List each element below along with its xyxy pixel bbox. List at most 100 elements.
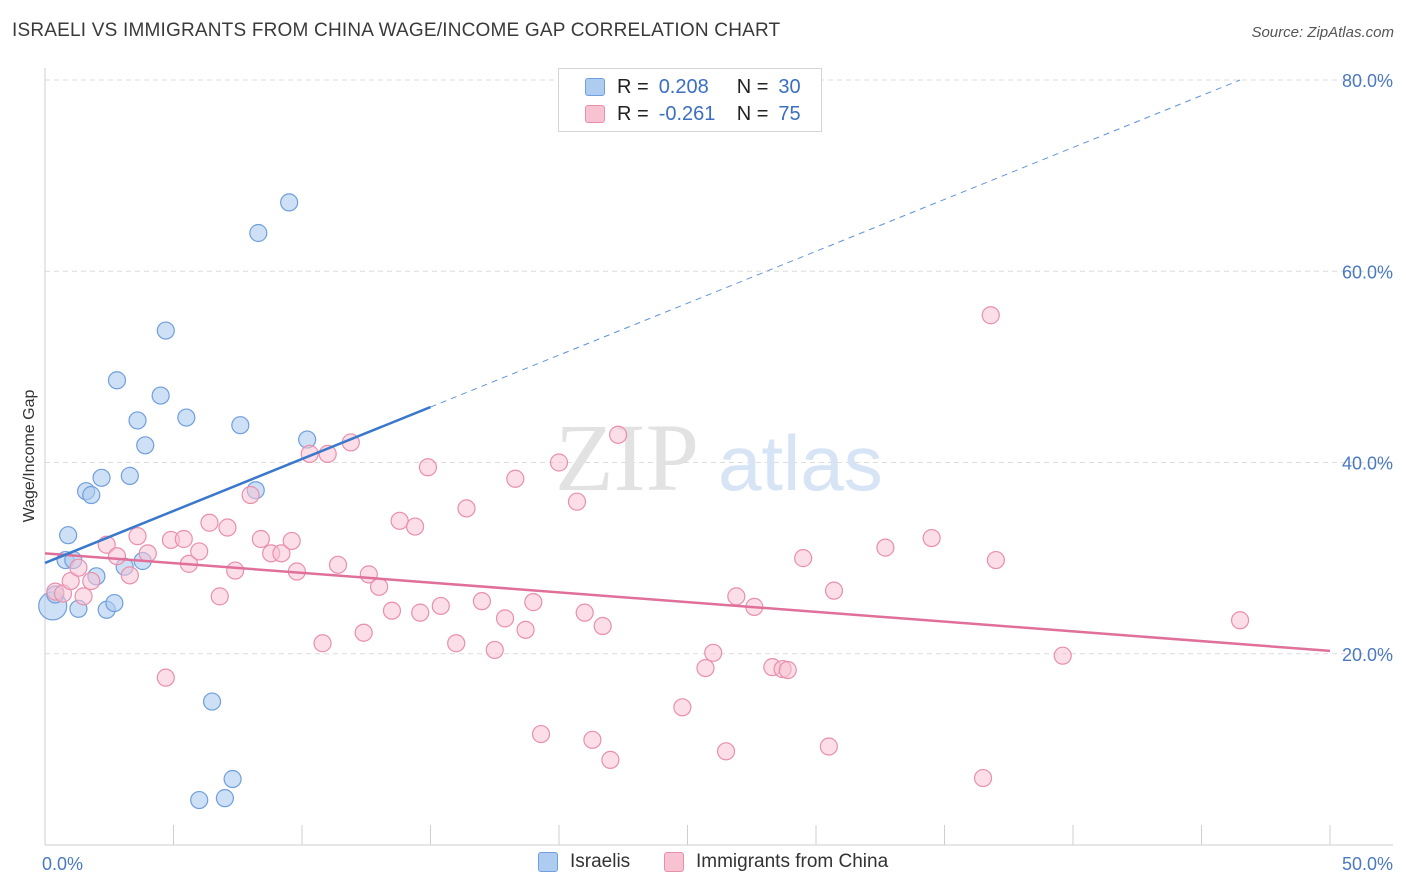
china-point-56 [673, 698, 692, 717]
china-point-73 [1053, 646, 1072, 665]
y-tick-label-80: 80.0% [1342, 71, 1393, 91]
y-tick-label-60: 60.0% [1342, 262, 1393, 282]
israelis-point-9 [92, 468, 111, 487]
israelis-point-25 [231, 416, 250, 435]
legend-n-label-china: N = [736, 102, 769, 125]
legend-n-label-israelis: N = [736, 75, 769, 98]
tick-labels: 20.0% 40.0% 60.0% 80.0% 0.0% 50.0% [42, 71, 1393, 874]
china-point-52 [583, 730, 602, 749]
china-point-19 [226, 561, 245, 580]
china-point-39 [431, 596, 450, 616]
bottom-legend-label-china: Immigrants from China [696, 851, 889, 872]
china-point-67 [824, 581, 844, 600]
legend-r-value-israelis: 0.208 [658, 75, 709, 98]
china-point-34 [382, 601, 402, 620]
israelis-point-12 [107, 371, 127, 390]
china-point-72 [986, 550, 1006, 570]
israelis-trend-line [44, 405, 431, 565]
israelis-point-28 [280, 193, 299, 212]
china-point-68 [876, 538, 895, 557]
legend-swatch-china [585, 105, 605, 123]
bottom-legend: Israelis Immigrants from China [0, 851, 1406, 879]
china-point-53 [593, 616, 612, 636]
china-point-44 [495, 609, 515, 628]
china-point-18 [218, 518, 237, 537]
china-point-59 [716, 742, 736, 761]
china-point-36 [405, 517, 425, 536]
series-china-points [46, 306, 1250, 788]
china-point-40 [447, 634, 466, 653]
china-point-35 [390, 511, 409, 530]
china-point-66 [819, 737, 838, 756]
israelis-point-14 [120, 466, 139, 485]
china-point-17 [210, 587, 229, 606]
china-point-10 [138, 544, 157, 563]
bottom-legend-israelis: Israelis [538, 851, 630, 873]
legend-n-value-israelis: 30 [778, 75, 801, 98]
china-point-43 [485, 640, 504, 660]
bottom-legend-label-israelis: Israelis [570, 851, 631, 872]
legend: R = 0.208 N = 30 R = -0.261 N = 75 [558, 68, 822, 132]
china-point-51 [575, 603, 594, 622]
china-point-8 [120, 566, 139, 585]
china-point-4 [74, 587, 93, 606]
chart-title: ISRAELI VS IMMIGRANTS FROM CHINA WAGE/IN… [12, 20, 781, 41]
israelis-point-3 [59, 526, 78, 545]
china-point-7 [107, 547, 127, 566]
israelis-point-24 [223, 769, 242, 789]
china-point-11 [156, 668, 175, 687]
china-point-33 [370, 577, 389, 596]
axes [44, 68, 1393, 846]
source-label: Source: ZipAtlas.com [1251, 24, 1394, 41]
israelis-point-15 [128, 411, 147, 430]
china-trend-line [44, 552, 1331, 653]
china-point-65 [794, 549, 813, 568]
china-point-24 [282, 531, 301, 551]
china-point-41 [457, 499, 476, 518]
china-point-5 [82, 571, 101, 591]
china-point-57 [696, 658, 715, 678]
legend-r-value-china: -0.261 [658, 102, 716, 125]
y-axis-label: Wage/Income Gap [21, 390, 38, 523]
china-point-3 [69, 558, 88, 577]
legend-r-label-china: R = [617, 102, 649, 125]
china-point-2 [61, 571, 80, 591]
china-point-38 [418, 458, 438, 477]
china-point-54 [601, 750, 620, 769]
x-tick-label-min: 0.0% [42, 854, 83, 874]
china-point-48 [531, 724, 551, 744]
bottom-legend-swatch-israelis [538, 852, 558, 872]
china-point-27 [313, 634, 332, 653]
y-tick-label-20: 20.0% [1342, 645, 1393, 665]
israelis-point-21 [190, 790, 209, 810]
israelis-point-11 [105, 593, 124, 613]
bottom-legend-swatch-china [664, 852, 684, 872]
israelis-point-22 [202, 692, 222, 711]
israelis-point-20 [177, 408, 196, 427]
y-tick-label-40: 40.0% [1342, 454, 1393, 474]
china-point-16 [200, 513, 219, 532]
china-point-45 [506, 469, 525, 488]
x-tick-label-max: 50.0% [1342, 854, 1393, 874]
china-point-31 [354, 623, 373, 642]
china-point-23 [272, 544, 291, 563]
china-point-13 [174, 529, 193, 549]
bottom-legend-china: Immigrants from China [664, 851, 888, 873]
legend-row-israelis: R = 0.208 N = 30 [585, 74, 801, 100]
china-point-64 [778, 660, 797, 680]
china-point-50 [567, 492, 587, 511]
series-israelis-points [38, 193, 317, 810]
israelis-point-17 [136, 436, 155, 455]
china-point-42 [472, 592, 491, 611]
trend-lines [44, 79, 1331, 653]
israelis-point-27 [249, 223, 268, 243]
china-point-49 [549, 453, 569, 472]
legend-swatch-israelis [585, 78, 605, 96]
china-point-37 [411, 603, 430, 622]
legend-n-value-china: 75 [778, 102, 801, 125]
china-point-15 [190, 542, 209, 561]
china-point-58 [704, 643, 723, 662]
china-point-69 [922, 528, 941, 548]
china-point-74 [1230, 611, 1250, 630]
